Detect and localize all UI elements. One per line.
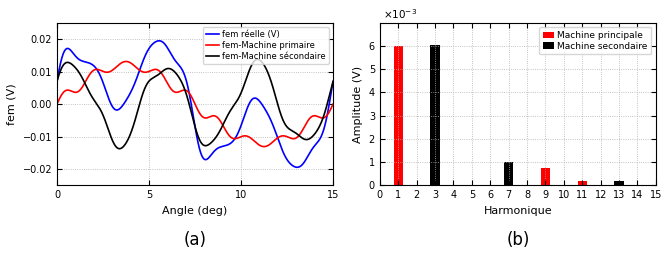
Line: fem-Machine sécondaire: fem-Machine sécondaire (57, 59, 333, 149)
fem réelle (V) (159, 40, 167, 44)
fem-Machine primaire (103, 71, 111, 74)
fem-Machine sécondaire (254, 58, 262, 61)
Bar (577, 181, 587, 185)
fem-Machine primaire (233, 137, 241, 140)
fem réelle (V) (219, 145, 227, 148)
fem-Machine sécondaire (329, 80, 337, 83)
Line: fem réelle (V): fem réelle (V) (57, 41, 333, 167)
fem-Machine sécondaire (219, 124, 227, 127)
Bar (541, 168, 550, 185)
fem réelle (V) (280, 152, 288, 156)
Text: (b): (b) (506, 231, 530, 249)
fem-Machine primaire (159, 73, 167, 76)
fem réelle (V) (53, 80, 61, 83)
fem-Machine sécondaire (259, 62, 267, 65)
Bar (614, 181, 624, 185)
fem-Machine primaire (259, 145, 267, 148)
fem-Machine primaire (329, 102, 337, 106)
fem-Machine primaire (53, 102, 61, 106)
fem-Machine primaire (280, 134, 288, 137)
Text: (a): (a) (183, 231, 207, 249)
Bar (393, 46, 403, 185)
fem-Machine sécondaire (280, 121, 288, 124)
fem-Machine sécondaire (116, 147, 124, 150)
X-axis label: Harmonique: Harmonique (484, 206, 552, 216)
fem réelle (V) (103, 93, 111, 96)
Bar (430, 45, 440, 185)
fem réelle (V) (259, 104, 267, 107)
fem-Machine primaire (122, 60, 130, 63)
fem-Machine sécondaire (233, 100, 241, 103)
fem réelle (V) (329, 80, 337, 83)
fem-Machine sécondaire (53, 80, 61, 83)
Bar (504, 162, 513, 185)
Y-axis label: fem (V): fem (V) (7, 83, 17, 125)
Y-axis label: Amplitude (V): Amplitude (V) (353, 65, 363, 143)
fem-Machine sécondaire (103, 124, 111, 128)
Text: $\times$10$^{-3}$: $\times$10$^{-3}$ (383, 8, 417, 21)
fem-Machine primaire (260, 145, 268, 148)
fem réelle (V) (233, 134, 241, 137)
Legend: fem réelle (V), fem-Machine primaire, fem-Machine sécondaire: fem réelle (V), fem-Machine primaire, fe… (203, 27, 329, 64)
Line: fem-Machine primaire: fem-Machine primaire (57, 61, 333, 147)
X-axis label: Angle (deg): Angle (deg) (163, 206, 227, 216)
fem-Machine primaire (219, 123, 227, 126)
fem réelle (V) (155, 39, 163, 42)
Legend: Machine principale, Machine secondaire: Machine principale, Machine secondaire (539, 27, 652, 54)
fem-Machine sécondaire (159, 70, 167, 73)
fem réelle (V) (293, 166, 301, 169)
